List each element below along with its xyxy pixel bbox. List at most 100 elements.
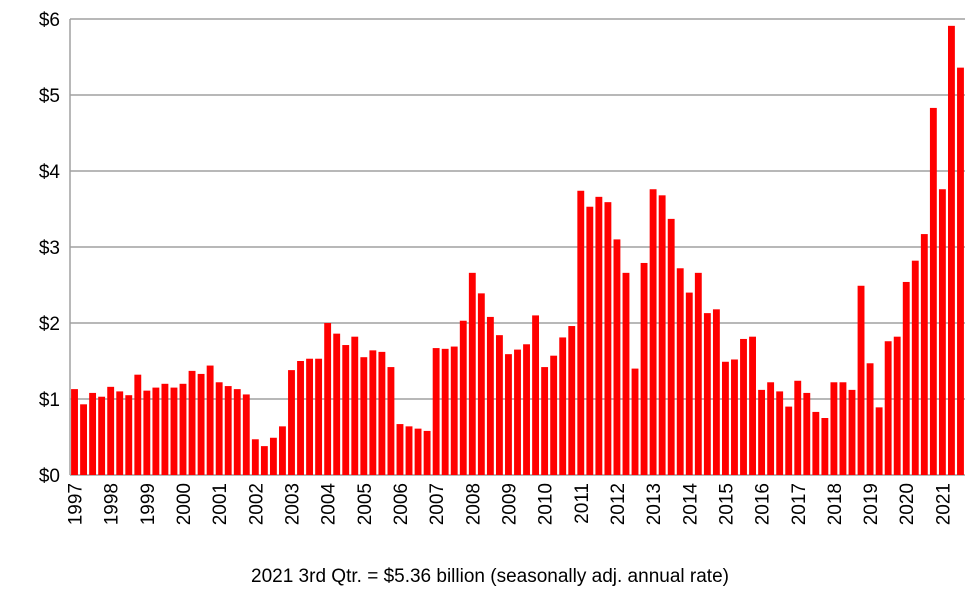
x-tick-label: 2012	[608, 483, 629, 525]
bar	[712, 309, 720, 475]
bar	[152, 387, 160, 475]
bar	[269, 437, 277, 475]
bar	[215, 382, 223, 475]
bar	[893, 336, 901, 475]
bar	[658, 195, 666, 475]
bar	[803, 392, 811, 475]
bar	[251, 439, 259, 475]
bar	[929, 107, 937, 476]
bar	[586, 206, 594, 475]
bar	[631, 368, 639, 475]
bar	[938, 189, 946, 476]
bar	[80, 404, 87, 475]
bar	[441, 348, 449, 475]
x-tick-label: 2020	[897, 483, 918, 525]
x-tick-label: 2016	[753, 483, 774, 525]
x-tick-label: 2002	[246, 483, 267, 525]
bar	[306, 358, 314, 475]
x-tick-label: 2010	[536, 483, 557, 525]
y-tick-label: $4	[39, 162, 61, 183]
x-tick-label: 2011	[572, 483, 593, 524]
bar	[505, 354, 512, 475]
bar	[875, 407, 883, 475]
bar	[776, 391, 784, 475]
bar	[758, 389, 766, 475]
y-tick-label: $5	[39, 86, 60, 107]
bar	[206, 365, 214, 475]
bar	[116, 391, 124, 475]
bar	[161, 383, 169, 475]
bar	[685, 292, 693, 475]
bar	[694, 272, 702, 475]
bar	[514, 349, 521, 475]
y-tick-label: $6	[39, 10, 60, 31]
bar	[911, 260, 919, 475]
bar	[821, 418, 829, 475]
x-tick-label: 2006	[391, 483, 412, 525]
bar	[794, 380, 802, 475]
bar	[396, 424, 404, 475]
x-tick-label: 2001	[210, 483, 231, 525]
bar	[423, 430, 431, 475]
bar	[721, 361, 729, 475]
bar	[830, 382, 838, 475]
bar	[957, 67, 964, 475]
x-tick-label: 2021	[933, 483, 954, 525]
bar	[134, 374, 142, 475]
bar	[523, 344, 530, 475]
x-tick-label: 2005	[355, 483, 376, 525]
y-tick-label: $0	[39, 466, 60, 487]
bar	[676, 268, 684, 475]
bar	[550, 355, 558, 475]
bar	[857, 285, 865, 475]
bar	[703, 313, 711, 475]
x-tick-label: 2019	[861, 483, 882, 525]
bar	[387, 367, 395, 475]
bar	[595, 196, 603, 475]
bar	[107, 386, 115, 475]
bar	[233, 389, 241, 475]
x-tick-label: 2014	[680, 483, 701, 526]
bar	[288, 370, 295, 475]
bar	[360, 357, 368, 475]
bar	[749, 336, 756, 475]
bar	[948, 25, 955, 476]
x-tick-label: 1997	[66, 483, 87, 525]
y-tick-label: $3	[39, 238, 60, 259]
bar	[405, 426, 413, 475]
bar	[333, 333, 341, 475]
y-tick-label: $1	[39, 390, 60, 411]
bar	[279, 426, 286, 475]
bar	[342, 345, 350, 475]
bar	[920, 234, 928, 475]
x-tick-label: 2017	[789, 483, 810, 525]
bar	[767, 382, 775, 475]
bar	[315, 358, 323, 475]
x-tick-label: 1999	[138, 483, 159, 525]
bar	[242, 394, 250, 475]
bar	[902, 281, 910, 475]
bar	[541, 367, 549, 475]
bar	[351, 336, 359, 475]
bar	[432, 348, 440, 475]
bar	[812, 411, 820, 475]
bar	[378, 351, 386, 475]
bar	[260, 446, 268, 475]
bar	[170, 387, 178, 475]
bar	[224, 386, 232, 475]
bar	[613, 239, 621, 475]
x-tick-label: 2000	[174, 483, 195, 525]
bar	[188, 370, 196, 475]
bar	[414, 428, 422, 475]
x-tick-label: 2008	[463, 483, 484, 525]
y-tick-label: $2	[39, 314, 60, 335]
x-tick-label: 1998	[102, 483, 123, 525]
bar	[568, 326, 576, 475]
bar	[197, 373, 205, 475]
bar	[884, 341, 892, 475]
bar	[125, 395, 133, 475]
bar	[667, 218, 675, 475]
bar	[297, 361, 304, 475]
bar	[143, 390, 151, 475]
